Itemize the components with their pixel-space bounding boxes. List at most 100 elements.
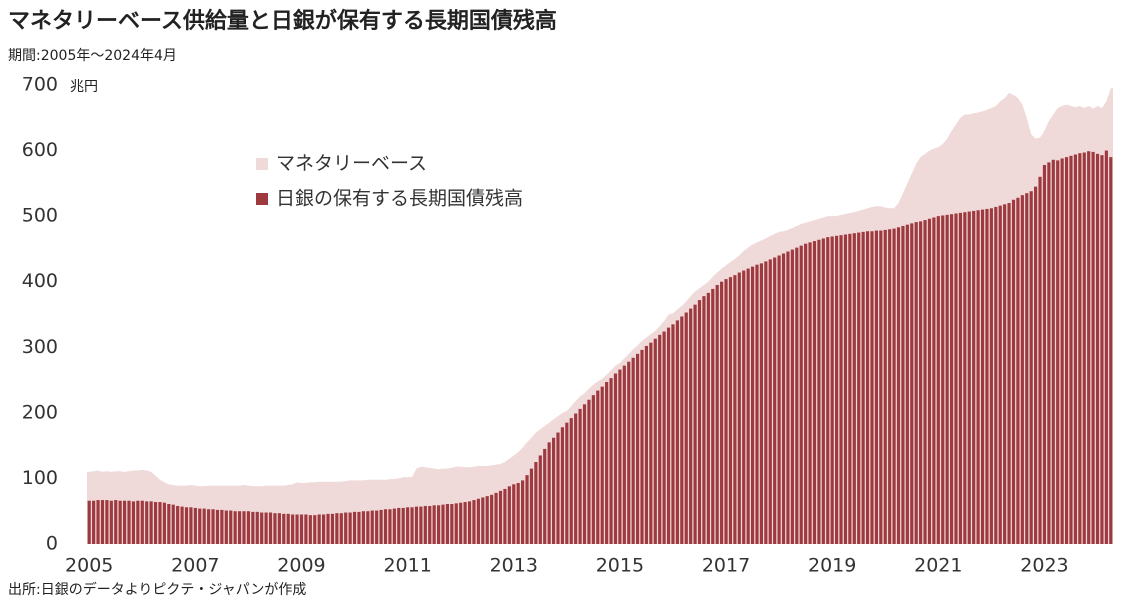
bar bbox=[118, 500, 122, 544]
bar bbox=[949, 214, 954, 544]
bar bbox=[1060, 158, 1064, 544]
bar bbox=[1069, 155, 1073, 544]
bar bbox=[184, 507, 189, 544]
bar bbox=[361, 511, 365, 544]
bar bbox=[322, 514, 326, 544]
bar bbox=[662, 331, 666, 544]
bar bbox=[989, 208, 993, 544]
bar bbox=[339, 513, 343, 544]
legend-swatch bbox=[256, 158, 268, 170]
bar bbox=[224, 510, 228, 544]
bar bbox=[379, 509, 383, 544]
bar bbox=[596, 390, 600, 544]
bar bbox=[892, 228, 896, 544]
bar bbox=[649, 342, 653, 544]
bar bbox=[1042, 164, 1047, 545]
bar bbox=[1100, 155, 1104, 544]
bar bbox=[1064, 157, 1069, 544]
bar bbox=[326, 513, 330, 544]
bar bbox=[631, 357, 635, 544]
bar bbox=[852, 233, 856, 545]
legend-label: マネタリーベース bbox=[276, 153, 427, 175]
bar bbox=[286, 513, 290, 544]
bar bbox=[764, 261, 768, 544]
bar bbox=[472, 500, 476, 544]
bar bbox=[445, 504, 450, 544]
bar bbox=[1104, 150, 1108, 545]
bar bbox=[467, 501, 472, 544]
bar bbox=[441, 504, 445, 544]
x-tick-label: 2007 bbox=[171, 555, 219, 577]
bar bbox=[551, 437, 556, 544]
bar bbox=[1029, 191, 1033, 544]
bar bbox=[352, 511, 357, 544]
y-tick-label: 700 bbox=[22, 74, 58, 96]
bar bbox=[941, 215, 945, 545]
bar bbox=[1109, 157, 1113, 544]
area bbox=[87, 88, 1113, 545]
bar bbox=[711, 288, 715, 544]
bar bbox=[706, 292, 710, 544]
bar bbox=[609, 378, 613, 544]
bar bbox=[317, 514, 321, 544]
bar bbox=[1073, 154, 1078, 544]
bar bbox=[1011, 199, 1016, 544]
bar bbox=[972, 210, 976, 544]
bar bbox=[808, 242, 812, 544]
bar bbox=[246, 511, 251, 544]
bar bbox=[291, 514, 295, 544]
bar bbox=[1038, 176, 1042, 545]
bar bbox=[768, 259, 772, 544]
bar bbox=[1051, 159, 1055, 544]
bar bbox=[476, 498, 480, 544]
bar bbox=[242, 511, 246, 544]
bar bbox=[879, 230, 883, 544]
bar bbox=[167, 504, 171, 544]
bar bbox=[622, 365, 626, 544]
bar bbox=[193, 507, 197, 544]
bar bbox=[799, 245, 803, 544]
bar bbox=[967, 211, 971, 544]
bar bbox=[375, 510, 379, 544]
bar bbox=[498, 490, 503, 544]
bar bbox=[423, 505, 427, 544]
x-tick-label: 2017 bbox=[702, 555, 750, 577]
bar bbox=[777, 255, 781, 544]
bar bbox=[100, 500, 105, 544]
bar bbox=[750, 266, 755, 544]
bar bbox=[383, 509, 388, 544]
bar bbox=[653, 338, 657, 544]
bar bbox=[158, 502, 162, 544]
bar bbox=[600, 386, 604, 544]
bar bbox=[773, 257, 777, 544]
bar bbox=[848, 233, 852, 544]
bar bbox=[370, 510, 374, 544]
bar bbox=[724, 279, 728, 544]
bar bbox=[308, 515, 312, 544]
bar bbox=[896, 227, 901, 545]
bar bbox=[419, 506, 423, 544]
bar bbox=[865, 231, 870, 544]
bar bbox=[684, 312, 688, 544]
y-tick-label: 400 bbox=[22, 270, 58, 292]
bar bbox=[366, 511, 370, 544]
bar bbox=[335, 513, 339, 544]
bar bbox=[534, 462, 538, 544]
bar bbox=[759, 263, 764, 544]
bar bbox=[582, 404, 587, 544]
bar bbox=[985, 208, 989, 544]
bar bbox=[114, 500, 118, 544]
bar bbox=[963, 212, 967, 545]
bar bbox=[136, 500, 140, 544]
bar bbox=[131, 501, 136, 544]
bar bbox=[215, 509, 220, 544]
bar bbox=[569, 418, 573, 544]
bar bbox=[980, 209, 985, 545]
bar bbox=[180, 506, 184, 544]
bar bbox=[790, 249, 794, 544]
bar bbox=[746, 268, 750, 544]
bar bbox=[1003, 204, 1007, 544]
bar bbox=[295, 514, 299, 544]
bar bbox=[910, 223, 914, 544]
bar bbox=[658, 334, 662, 544]
